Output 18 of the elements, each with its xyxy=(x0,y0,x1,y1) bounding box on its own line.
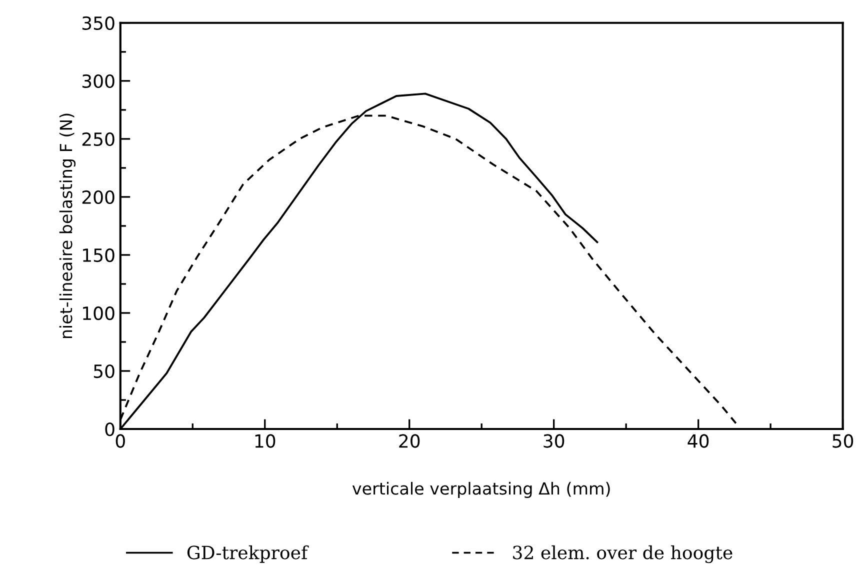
legend-label: GD-trekproef xyxy=(187,545,309,563)
y-tick-label: 0 xyxy=(105,422,114,436)
y-tick-label: 150 xyxy=(83,248,114,262)
x-tick-label: 0 xyxy=(116,434,125,448)
x-tick-label: 40 xyxy=(688,434,709,448)
y-tick-label: 50 xyxy=(94,364,114,378)
x-tick-label: 10 xyxy=(255,434,276,448)
x-axis-title: verticale verplaatsing Δh (mm) xyxy=(352,482,610,498)
y-tick-label: 100 xyxy=(83,306,114,320)
x-tick-label: 30 xyxy=(544,434,564,448)
y-axis-title: niet-lineaire belasting F (N) xyxy=(59,114,76,338)
x-tick-label: 50 xyxy=(832,434,854,448)
y-tick-label: 250 xyxy=(82,132,114,146)
y-tick-label: 200 xyxy=(82,190,114,204)
legend-label: 32 elem. over de hoogte xyxy=(513,545,732,564)
y-tick-label: 350 xyxy=(82,16,114,30)
y-tick-label: 300 xyxy=(82,74,114,88)
x-tick-label: 20 xyxy=(399,434,420,448)
